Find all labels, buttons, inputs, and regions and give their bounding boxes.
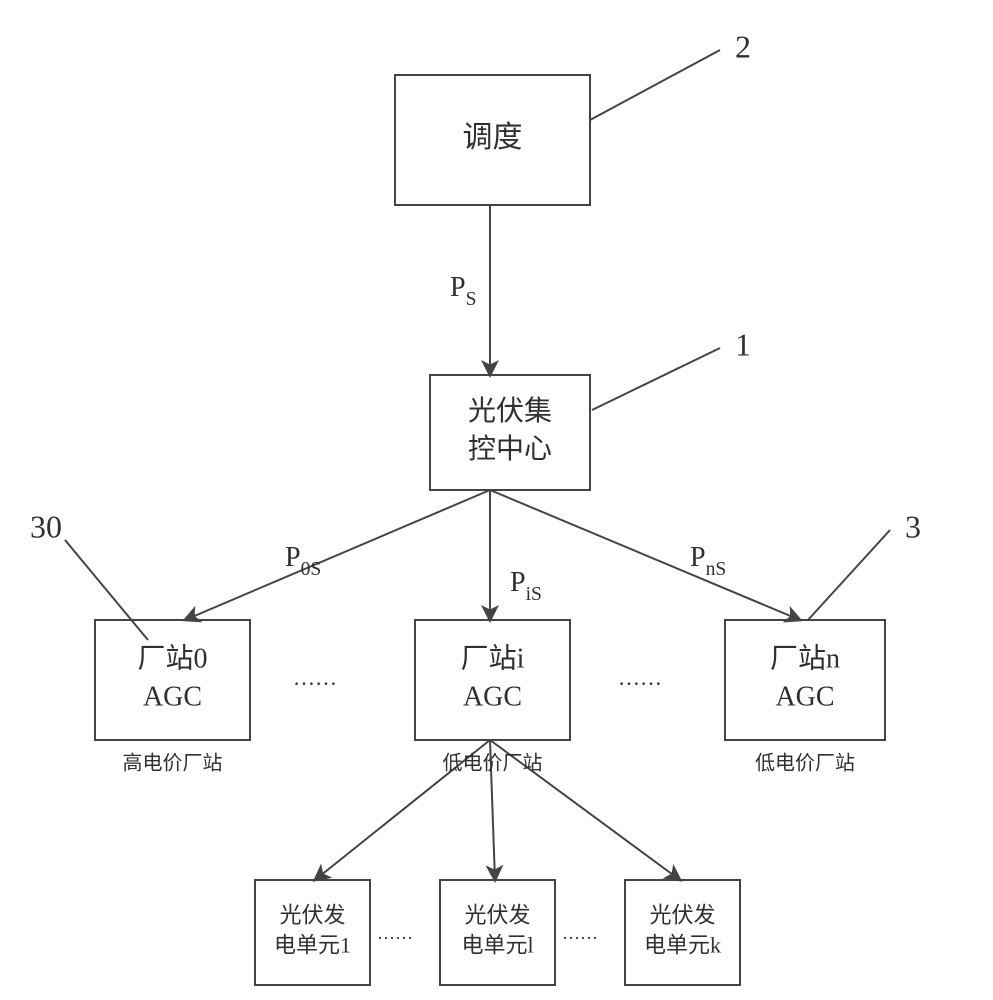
callout-number-left: 30 <box>30 508 62 544</box>
node-caption-station0: 高电价厂站 <box>123 752 223 775</box>
node-box-stationi <box>415 620 570 740</box>
edge-label-2: PiS <box>510 567 542 605</box>
ellipsis-3: …… <box>562 923 598 943</box>
node-text-unitk-0: 光伏发 <box>649 903 715 928</box>
node-text-dispatch-0: 调度 <box>463 121 523 154</box>
node-text-center-1: 控中心 <box>468 433 552 465</box>
callout-line-mid <box>592 348 720 410</box>
node-text-unit1-1: 电单元1 <box>274 932 351 957</box>
node-text-station0-0: 厂站0 <box>137 643 207 675</box>
node-text-stationi-0: 厂站i <box>461 643 525 675</box>
callout-number-right: 3 <box>905 508 921 544</box>
node-text-stationn-1: AGC <box>775 681 834 712</box>
node-text-unitk-1: 电单元k <box>644 932 721 957</box>
node-unitk: 光伏发电单元k <box>625 880 740 985</box>
node-caption-stationn: 低电价厂站 <box>755 752 855 775</box>
node-dispatch: 调度 <box>395 75 590 205</box>
node-text-stationi-1: AGC <box>463 681 522 712</box>
edge-1 <box>185 490 490 620</box>
node-text-unit1-0: 光伏发 <box>279 903 345 928</box>
node-station0: 厂站0 AGC 高电价厂站 <box>95 620 250 775</box>
node-unitl: 光伏发电单元l <box>440 880 555 985</box>
node-text-unitl-1: 电单元l <box>461 932 533 957</box>
callout-line-top <box>590 50 720 120</box>
edge-label-0: PS <box>450 272 476 310</box>
node-center: 光伏集控中心 <box>430 375 590 490</box>
node-unit1: 光伏发电单元1 <box>255 880 370 985</box>
node-text-center-0: 光伏集 <box>468 395 552 427</box>
ellipsis-1: …… <box>618 665 662 690</box>
callout-line-left <box>65 540 148 640</box>
node-stationn: 厂站n AGC 低电价厂站 <box>725 620 885 775</box>
callout-number-mid: 1 <box>735 326 751 362</box>
edge-label-3: PnS <box>690 542 726 580</box>
node-stationi: 厂站i AGC 低电价厂站 <box>415 620 570 775</box>
callout-line-right <box>808 530 890 620</box>
node-box-center <box>430 375 590 490</box>
node-text-stationn-0: 厂站n <box>770 643 840 675</box>
node-text-station0-1: AGC <box>143 681 202 712</box>
node-box-stationn <box>725 620 885 740</box>
node-text-unitl-0: 光伏发 <box>464 903 530 928</box>
node-caption-stationi: 低电价厂站 <box>443 752 543 775</box>
ellipsis-0: …… <box>293 665 337 690</box>
callout-number-top: 2 <box>735 28 751 64</box>
node-box-station0 <box>95 620 250 740</box>
ellipsis-2: …… <box>377 923 413 943</box>
